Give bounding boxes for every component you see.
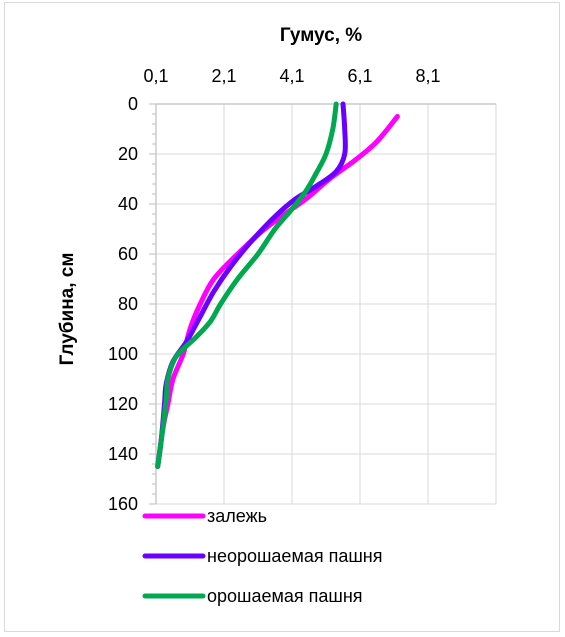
legend-label-3: орошаемая пашня [207,586,363,606]
x-tick-label: 4,1 [279,66,304,86]
y-tick-label: 160 [108,494,138,514]
x-tick-label: 0,1 [143,66,168,86]
y-tick-label: 40 [118,194,138,214]
humus-depth-chart: 0 20 40 60 80 100 120 140 160 0,1 2,1 4,1 6,1 8,1 Гум… [57,25,497,606]
y-tick-label: 120 [108,394,138,414]
x-axis-title: Гумус, % [280,25,362,46]
y-tick-label: 0 [128,94,138,114]
series-line-1 [155,114,400,469]
legend: залежь неорошаемая пашня орошаемая пашня [142,506,382,606]
series-lines [155,101,400,469]
y-tick-label: 140 [108,444,138,464]
chart-area: 0 20 40 60 80 100 120 140 160 0,1 2,1 4,1 6,1 8,1 Гум… [4,2,560,632]
x-tick-label: 2,1 [211,66,236,86]
y-tick-label: 20 [118,144,138,164]
legend-label-1: залежь [207,506,267,526]
grid [156,104,497,505]
x-tick-label: 8,1 [415,66,440,86]
series-line-3 [155,101,339,469]
x-tick-label: 6,1 [347,66,372,86]
y-axis-title: Глубина, см [57,253,78,366]
y-tick-label: 80 [118,294,138,314]
legend-label-2: неорошаемая пашня [207,546,382,566]
y-tick-label: 60 [118,244,138,264]
series-line-2 [155,101,348,469]
y-tick-label: 100 [108,344,138,364]
axes: 0 20 40 60 80 100 120 140 160 0,1 2,1 4,1 6,1 8,1 [108,66,496,514]
